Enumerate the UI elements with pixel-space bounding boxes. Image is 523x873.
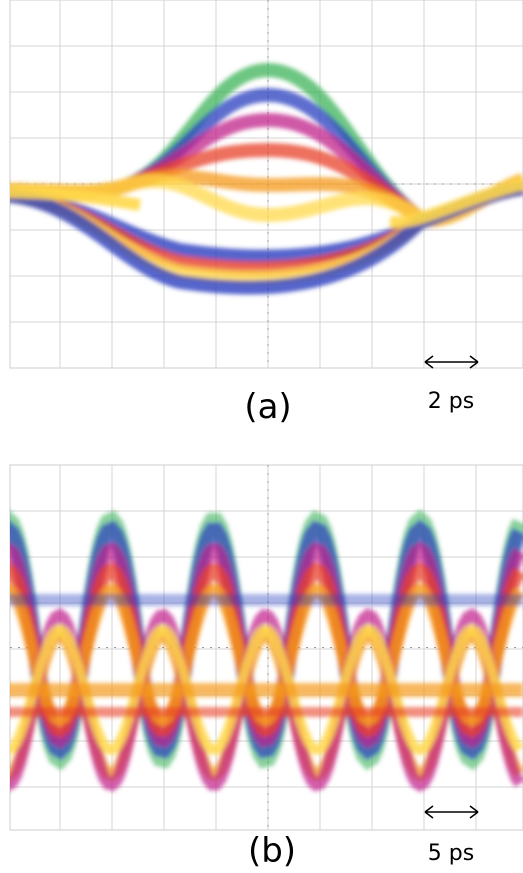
panel-label: (a)	[244, 387, 291, 427]
scale-label: 5 ps	[428, 841, 474, 866]
trace	[10, 178, 523, 229]
eye-diagram-b	[10, 509, 523, 793]
scale-arrow	[424, 805, 479, 819]
scale-arrow	[424, 355, 479, 369]
scale-label: 2 ps	[428, 389, 474, 414]
eye-diagram-a	[10, 62, 523, 295]
panel-label: (b)	[248, 831, 296, 871]
